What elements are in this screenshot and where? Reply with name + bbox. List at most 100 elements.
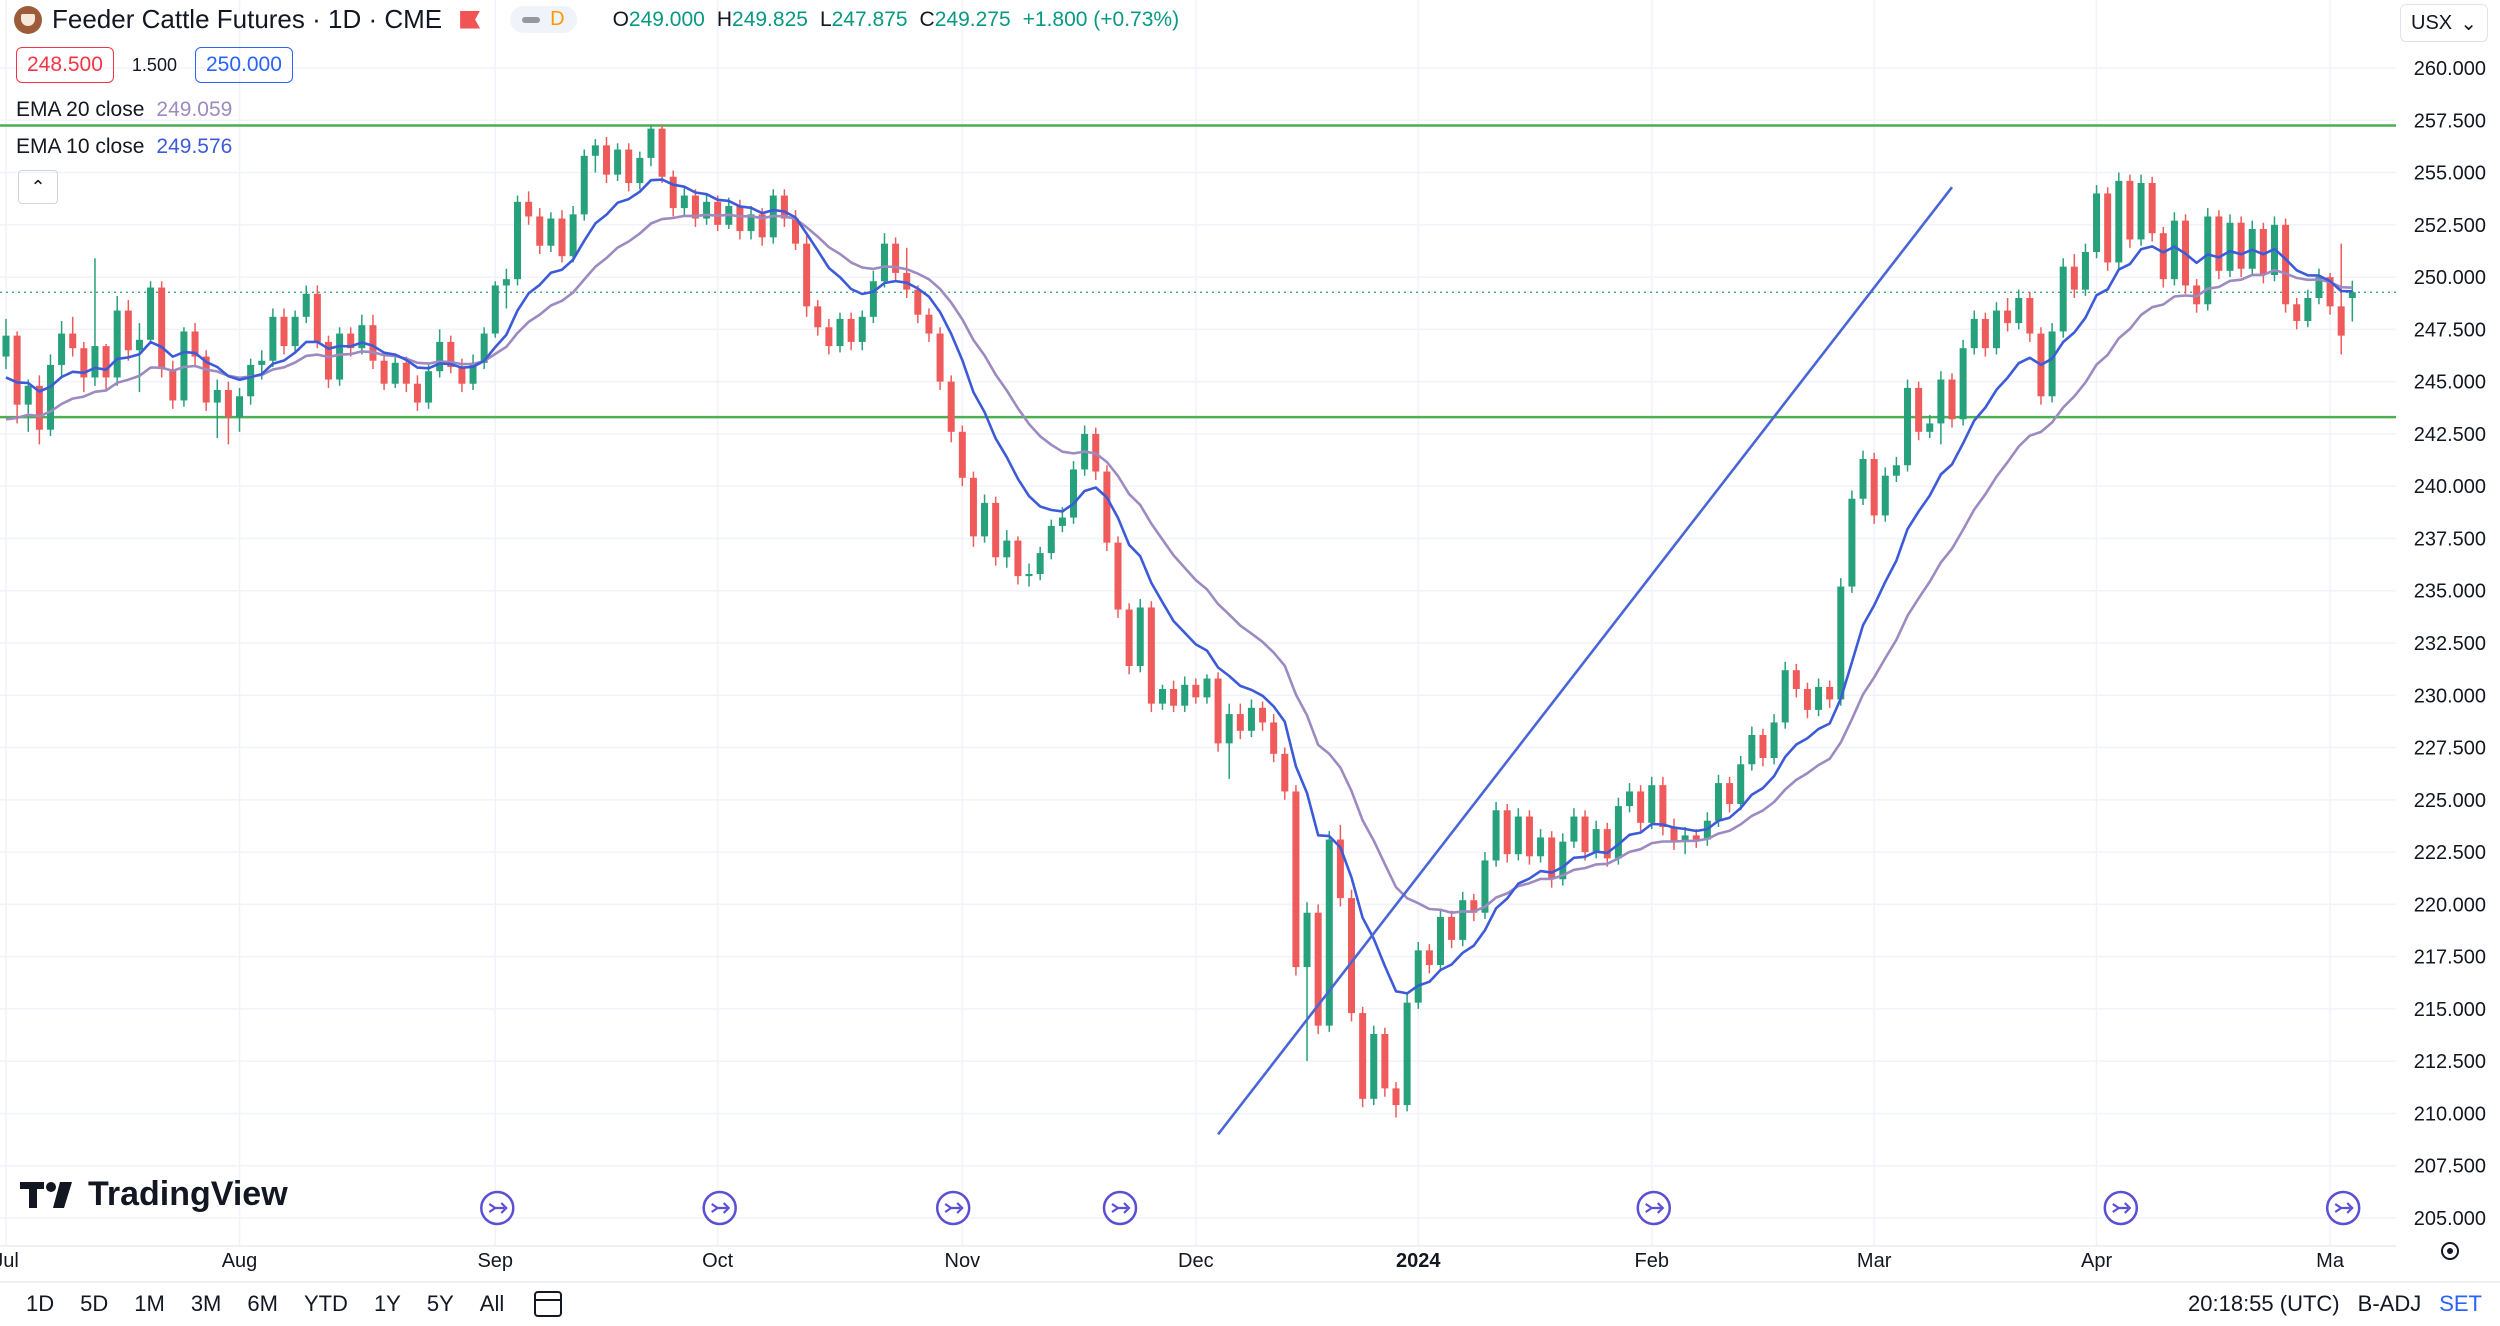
candle — [992, 496, 1000, 566]
symbol-title[interactable]: Feeder Cattle Futures · 1D · CME — [52, 4, 443, 34]
collapse-legend-button[interactable]: ⌃ — [18, 170, 58, 204]
event-marker-icon[interactable] — [1636, 1190, 1672, 1226]
buy-button[interactable]: 250.000 — [194, 47, 293, 83]
candle-body — [1281, 753, 1289, 792]
trendline-layer[interactable] — [1217, 186, 1954, 1136]
timeframe-1m-button[interactable]: 1M — [134, 1291, 165, 1316]
candle — [2248, 220, 2256, 275]
event-marker-icon[interactable] — [2103, 1190, 2139, 1226]
candle-body — [247, 364, 255, 397]
candle — [1970, 310, 1978, 355]
candle — [1270, 714, 1278, 763]
candle-body — [1247, 707, 1255, 731]
candle-body — [102, 346, 110, 378]
event-marker-icon[interactable] — [702, 1190, 737, 1226]
gear-ring — [2441, 1242, 2459, 1260]
timeframe-5d-button[interactable]: 5D — [80, 1291, 109, 1316]
event-marker-icon[interactable] — [1102, 1190, 1138, 1226]
candle — [1370, 1025, 1378, 1106]
candle — [169, 360, 177, 409]
event-arrow — [2112, 1202, 2132, 1214]
candle — [625, 143, 633, 192]
ema20-legend[interactable]: EMA 20 close 249.059 — [16, 98, 232, 122]
candle — [680, 187, 688, 217]
candle-body — [925, 314, 933, 334]
candle — [1459, 891, 1467, 947]
event-marker-icon[interactable] — [2325, 1190, 2361, 1226]
timeframe-buttons: 1D 5D 1M 3M 6M YTD 1Y 5Y All — [0, 1291, 504, 1317]
candle — [1603, 822, 1611, 867]
timeframe-all-button[interactable]: All — [479, 1291, 505, 1316]
ohlc-key: H — [716, 7, 733, 31]
event-marker-icon[interactable] — [935, 1190, 971, 1226]
candle-body — [2315, 277, 2323, 298]
candle — [2004, 298, 2012, 332]
timeframe-5y-button[interactable]: 5Y — [426, 1291, 454, 1316]
candle-body — [514, 201, 522, 280]
candle — [391, 354, 399, 388]
candle — [2282, 218, 2290, 313]
candle-body — [1915, 387, 1923, 432]
candle — [1348, 889, 1356, 1022]
event-markers[interactable] — [480, 1190, 2361, 1226]
candle-body — [1292, 791, 1300, 968]
candle-body — [958, 431, 966, 478]
timeframe-3m-button[interactable]: 3M — [190, 1291, 222, 1316]
candle-body — [1926, 423, 1934, 432]
ema10-legend[interactable]: EMA 10 close 249.576 — [16, 135, 232, 159]
candle-body — [2137, 183, 2145, 240]
candle-body — [1881, 475, 1889, 516]
sell-button[interactable]: 248.500 — [16, 47, 114, 83]
data-status-pill[interactable]: D — [510, 6, 577, 33]
tradingview-logo[interactable]: TradingView — [20, 1175, 288, 1214]
event-marker-icon[interactable] — [480, 1190, 515, 1226]
calendar-icon[interactable] — [534, 1291, 563, 1317]
candle-body — [1626, 791, 1634, 807]
adjust-toggle[interactable]: B-ADJ — [2357, 1291, 2422, 1316]
candle — [1892, 456, 1900, 482]
candle — [2093, 185, 2101, 259]
price-tick-label: 225.000 — [2414, 790, 2486, 812]
timeframe-ytd-button[interactable]: YTD — [303, 1291, 348, 1316]
currency-select[interactable]: USX ⌄ — [2400, 4, 2488, 42]
candle — [1859, 450, 1867, 505]
candle — [580, 149, 588, 221]
candle — [313, 285, 321, 349]
candle-body — [1392, 1088, 1400, 1106]
price-axis[interactable]: 205.000 207.500 210.000 212.500 215.000 217.5… — [2396, 0, 2500, 1282]
candle — [2204, 208, 2212, 311]
candle-body — [502, 279, 510, 286]
chevron-up-icon: ⌃ — [30, 176, 46, 197]
candle-body — [1036, 553, 1044, 574]
price-tick-label: 255.000 — [2414, 163, 2486, 185]
candle-body — [602, 145, 610, 175]
settings-gear-icon[interactable] — [2441, 1242, 2459, 1260]
candle-body — [436, 341, 444, 372]
candle — [1581, 810, 1589, 861]
candle-body — [1870, 459, 1878, 516]
horizontal-lines-layer[interactable]: 257.250243.300249.275 — [0, 112, 2494, 431]
candle — [1448, 910, 1456, 949]
candle — [2104, 187, 2112, 271]
candle-body — [1759, 735, 1767, 758]
time-tick-label: Dec — [1178, 1250, 1214, 1272]
timeframe-1d-button[interactable]: 1D — [26, 1291, 55, 1316]
candle-body — [2026, 298, 2034, 334]
time-axis[interactable]: Jul Aug Sep Oct Nov Dec 2024 Feb Mar Apr Ma — [0, 1242, 2500, 1283]
ohlc-value: +1.800 (+0.73%) — [1022, 7, 1180, 31]
candle-body — [2215, 216, 2223, 271]
candle-body — [525, 201, 533, 217]
candle-body — [1192, 684, 1200, 698]
timeframe-6m-button[interactable]: 6M — [247, 1291, 278, 1316]
candle-body — [2337, 306, 2345, 336]
candle-body — [1537, 837, 1545, 857]
settlement-toggle[interactable]: SET — [2439, 1291, 2482, 1316]
clock[interactable]: 20:18:55 (UTC) — [2188, 1291, 2340, 1316]
flag-icon[interactable] — [460, 10, 481, 29]
candle-body — [981, 502, 989, 537]
event-arrow — [488, 1202, 508, 1214]
timeframe-1y-button[interactable]: 1Y — [373, 1291, 401, 1316]
trend-line[interactable] — [1217, 186, 1954, 1136]
candle-body — [703, 201, 711, 219]
